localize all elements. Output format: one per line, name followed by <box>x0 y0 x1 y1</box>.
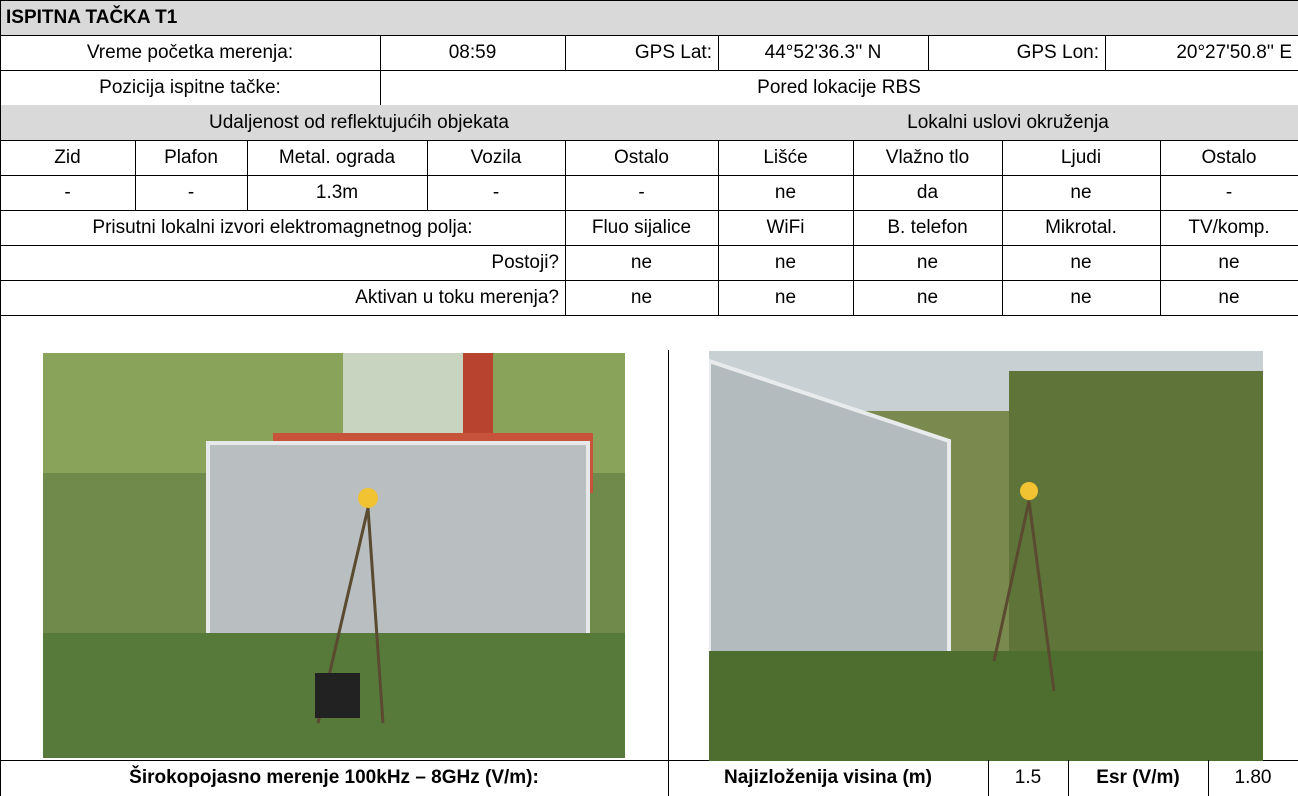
photo-cell <box>1 350 669 761</box>
column-header: Ostalo <box>565 140 719 176</box>
cell-value: ne <box>853 245 1003 281</box>
section-title: Lokalni uslovi okruženja <box>718 105 1298 141</box>
lat-value: 44°52'36.3'' N <box>718 35 929 71</box>
cell-value: ne <box>853 280 1003 316</box>
column-header: Plafon <box>135 140 248 176</box>
cell-value: ne <box>1002 175 1161 211</box>
start-time: 08:59 <box>380 35 566 71</box>
cell-value: da <box>853 175 1003 211</box>
footer-value: 1.80 <box>1208 760 1298 796</box>
cell-value: - <box>427 175 566 211</box>
photo-right <box>709 351 1263 761</box>
lat-label: GPS Lat: <box>565 35 719 71</box>
footer-value: 1.5 <box>988 760 1069 796</box>
column-header: B. telefon <box>853 210 1003 246</box>
row-label: Postoji? <box>1 245 566 281</box>
footer-label: Najizloženija visina (m) <box>668 760 989 796</box>
cell-value: - <box>135 175 248 211</box>
column-header: Lišće <box>718 140 854 176</box>
cell-value: ne <box>718 175 854 211</box>
section-title: Prisutni lokalni izvori elektromagnetnog… <box>1 210 566 246</box>
section-title: Udaljenost od reflektujućih objekata <box>1 105 719 141</box>
cell-value: - <box>1160 175 1298 211</box>
cell-value: ne <box>718 245 854 281</box>
photo-left <box>43 353 625 758</box>
lon-value: 20°27'50.8'' E <box>1105 35 1298 71</box>
cell-value: ne <box>718 280 854 316</box>
cell-value: 1.3m <box>247 175 428 211</box>
column-header: Ostalo <box>1160 140 1298 176</box>
position-label: Pozicija ispitne tačke: <box>1 70 381 106</box>
column-header: TV/komp. <box>1160 210 1298 246</box>
column-header: Mikrotal. <box>1002 210 1161 246</box>
column-header: Fluo sijalice <box>565 210 719 246</box>
cell-value: - <box>1 175 136 211</box>
cell-value: ne <box>1160 280 1298 316</box>
column-header: Vozila <box>427 140 566 176</box>
column-header: Zid <box>1 140 136 176</box>
sheet-title: ISPITNA TAČKA T1 <box>1 1 1298 36</box>
position-value: Pored lokacije RBS <box>380 70 1298 106</box>
start-label: Vreme početka merenja: <box>1 35 381 71</box>
footer-label: Širokopojasno merenje 100kHz – 8GHz (V/m… <box>1 760 669 796</box>
column-header: Vlažno tlo <box>853 140 1003 176</box>
cell-value: ne <box>1160 245 1298 281</box>
footer-label: Esr (V/m) <box>1068 760 1209 796</box>
column-header: Ljudi <box>1002 140 1161 176</box>
cell-value: ne <box>565 245 719 281</box>
row-label: Aktivan u toku merenja? <box>1 280 566 316</box>
cell-value: ne <box>1002 245 1161 281</box>
cell-value: - <box>565 175 719 211</box>
column-header: WiFi <box>718 210 854 246</box>
cell-value: ne <box>565 280 719 316</box>
column-header: Metal. ograda <box>247 140 428 176</box>
cell-value: ne <box>1002 280 1161 316</box>
lon-label: GPS Lon: <box>928 35 1106 71</box>
